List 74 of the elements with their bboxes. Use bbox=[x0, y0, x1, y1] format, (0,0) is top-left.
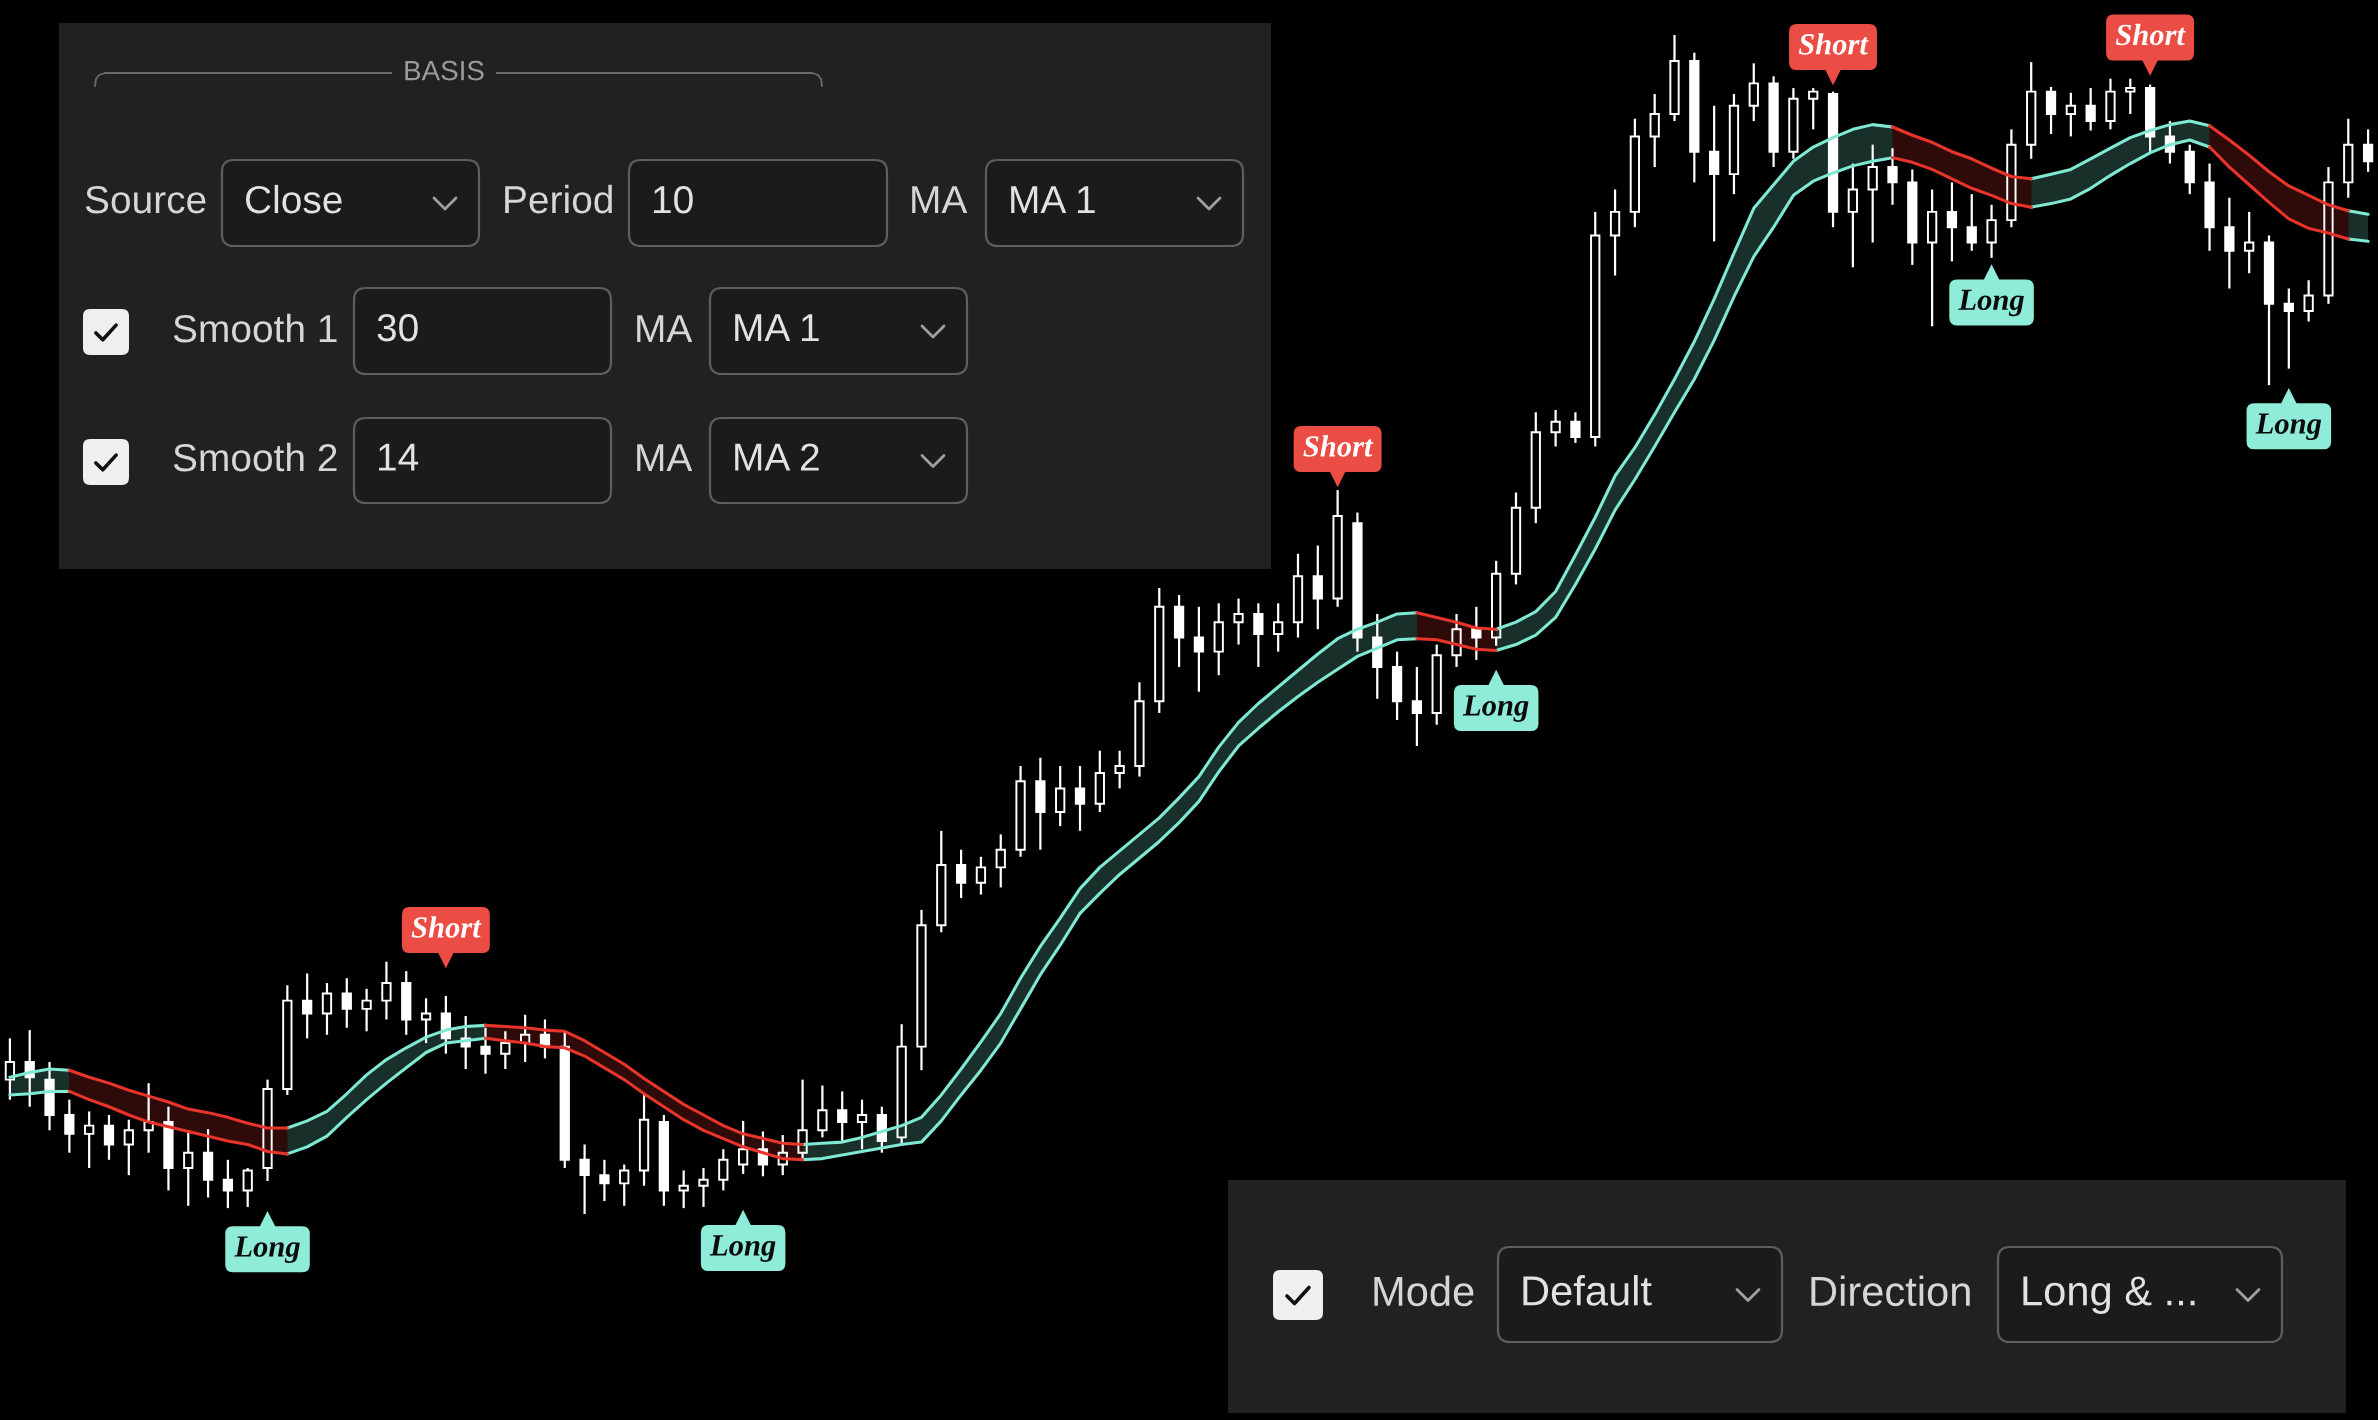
candlestick bbox=[1015, 764, 1026, 858]
annotation: MA 1 bbox=[735, 314, 819, 342]
candlestick bbox=[2244, 210, 2255, 275]
candlestick bbox=[1986, 203, 1997, 259]
candlestick bbox=[1946, 181, 1958, 263]
text: Default bbox=[1523, 1275, 1652, 1306]
annotation: Long bbox=[2255, 413, 2322, 441]
annotation: 10 bbox=[653, 185, 693, 214]
candlestick bbox=[2006, 128, 2017, 229]
candlestick bbox=[916, 908, 927, 1072]
annotation: 14 bbox=[378, 443, 419, 471]
candlestick bbox=[1074, 764, 1086, 832]
annotation: MA bbox=[637, 315, 693, 343]
annotation: Smooth 1 bbox=[173, 313, 337, 343]
annotation: MA 1 bbox=[1011, 186, 1095, 214]
candlestick bbox=[1570, 411, 1581, 445]
candlestick bbox=[698, 1166, 709, 1209]
candlestick bbox=[1788, 86, 1799, 160]
candlestick bbox=[1550, 408, 1561, 448]
candlestick bbox=[1669, 33, 1680, 123]
annotation: 30 bbox=[377, 313, 418, 342]
candlestick bbox=[163, 1105, 174, 1192]
candlestick bbox=[1768, 75, 1779, 169]
candlestick bbox=[84, 1110, 95, 1170]
candlestick bbox=[381, 960, 392, 1021]
candlestick bbox=[2204, 162, 2215, 252]
text: Long & ... bbox=[2023, 1276, 2195, 1314]
candlestick bbox=[1609, 188, 1621, 277]
candlestick bbox=[480, 1026, 491, 1075]
candlestick bbox=[1649, 92, 1660, 169]
candlestick bbox=[1887, 147, 1898, 206]
candlestick bbox=[1213, 602, 1224, 677]
candlestick bbox=[1035, 756, 1046, 851]
candlestick bbox=[1926, 188, 1938, 328]
candlestick bbox=[1867, 143, 1878, 244]
candlestick bbox=[1312, 544, 1323, 631]
candlestick bbox=[1233, 597, 1244, 646]
annotation: MA bbox=[637, 444, 693, 472]
candlestick bbox=[817, 1084, 828, 1139]
annotation: MA 2 bbox=[735, 443, 819, 471]
annotation: Short bbox=[1798, 33, 1869, 55]
candlestick bbox=[1352, 511, 1363, 653]
text: Mode bbox=[1374, 1275, 1474, 1307]
candlestick bbox=[4, 1037, 16, 1101]
candlestick bbox=[2224, 196, 2235, 290]
candlestick bbox=[1709, 104, 1720, 243]
candlestick bbox=[361, 987, 372, 1033]
annotation: Short bbox=[2115, 23, 2186, 46]
annotation: Short bbox=[411, 916, 482, 938]
candlestick bbox=[302, 972, 313, 1040]
annotation: Close bbox=[245, 184, 342, 214]
annotation: Short bbox=[1303, 435, 1374, 457]
annotation: BASIS bbox=[405, 60, 484, 81]
candlestick bbox=[1193, 605, 1205, 693]
candlestick bbox=[143, 1082, 154, 1154]
candlestick bbox=[2105, 77, 2116, 131]
candlestick bbox=[837, 1090, 848, 1143]
annotation: Long bbox=[1462, 695, 1529, 722]
candlestick bbox=[2323, 165, 2334, 305]
annotation: Long bbox=[1958, 289, 2024, 317]
candlestick bbox=[1411, 665, 1423, 748]
candlestick bbox=[1134, 681, 1145, 778]
candlestick bbox=[599, 1158, 610, 1203]
annotation: Long bbox=[709, 1235, 776, 1262]
annotation: Source bbox=[85, 185, 206, 214]
annotation: Period bbox=[505, 184, 612, 214]
candlestick bbox=[579, 1143, 590, 1216]
candlestick bbox=[262, 1078, 273, 1183]
text: Direction bbox=[1811, 1275, 1970, 1307]
annotation: Long bbox=[234, 1236, 300, 1264]
candlestick bbox=[44, 1060, 55, 1132]
candlestick bbox=[1451, 612, 1462, 669]
annotation: Smooth 2 bbox=[173, 442, 337, 472]
annotation: MA bbox=[912, 186, 968, 214]
